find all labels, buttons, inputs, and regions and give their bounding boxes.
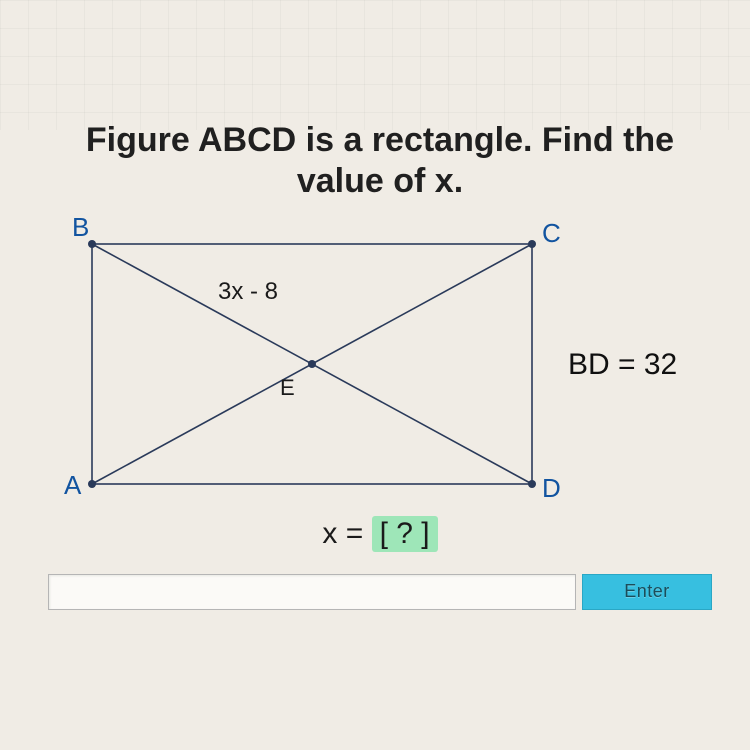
vertex-e-label: E (280, 375, 295, 401)
vertex-a-label: A (64, 470, 81, 501)
answer-input-row: Enter (48, 574, 712, 610)
answer-line: x = [ ? ] (48, 516, 712, 552)
expression-label: 3x - 8 (218, 278, 278, 306)
vertex-b-label: B (72, 212, 89, 243)
problem-content: Figure ABCD is a rectangle. Find the val… (48, 120, 712, 610)
prompt-line-2: value of x. (297, 162, 463, 200)
background-grid (0, 0, 750, 130)
answer-placeholder-box: [ ? ] (372, 516, 438, 552)
prompt-line-1: Figure ABCD is a rectangle. Find the (86, 121, 674, 159)
answer-input[interactable] (48, 574, 576, 610)
enter-button[interactable]: Enter (582, 574, 712, 610)
rectangle-diagram (48, 210, 568, 520)
given-label: BD = 32 (568, 348, 677, 382)
diagram-region: B C A D E 3x - 8 BD = 32 (48, 210, 712, 520)
vertex-c-label: C (542, 218, 561, 249)
problem-prompt: Figure ABCD is a rectangle. Find the val… (48, 120, 712, 202)
vertex-d-label: D (542, 473, 561, 504)
answer-prefix: x = (322, 517, 371, 550)
